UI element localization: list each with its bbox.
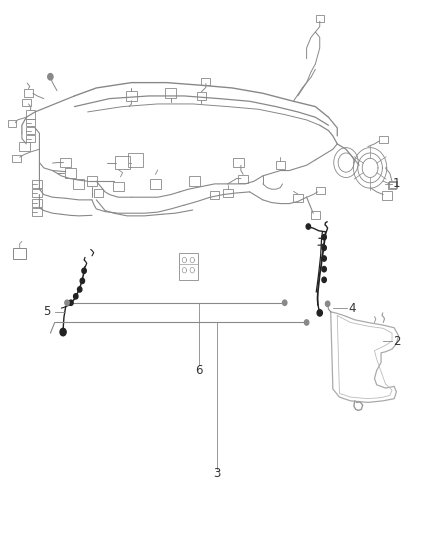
Bar (115, 156, 131, 169)
Circle shape (69, 300, 73, 305)
Circle shape (65, 300, 69, 305)
Bar (166, 88, 176, 98)
Bar (13, 248, 26, 259)
Bar (26, 110, 35, 119)
Bar (128, 154, 143, 166)
Circle shape (306, 224, 311, 229)
Bar (24, 88, 33, 97)
Circle shape (317, 310, 322, 316)
Bar (113, 182, 124, 191)
Circle shape (322, 245, 326, 251)
Text: 5: 5 (43, 305, 50, 318)
Bar (233, 158, 244, 167)
Text: 6: 6 (195, 364, 203, 377)
Circle shape (283, 300, 287, 305)
Bar (12, 155, 21, 162)
Bar (210, 191, 219, 199)
Bar (179, 253, 198, 280)
Bar (382, 191, 392, 200)
Bar (64, 168, 75, 178)
Bar (316, 187, 325, 194)
Circle shape (74, 294, 78, 299)
Circle shape (322, 256, 326, 261)
Bar (8, 120, 16, 127)
Circle shape (82, 268, 86, 273)
Bar (197, 92, 206, 100)
Circle shape (322, 266, 326, 272)
Circle shape (322, 277, 326, 282)
Bar (86, 176, 97, 186)
Circle shape (304, 320, 309, 325)
Bar (189, 176, 201, 186)
Bar (389, 181, 397, 188)
Bar (32, 189, 42, 197)
Circle shape (325, 301, 330, 306)
Bar (388, 182, 396, 189)
Bar (26, 127, 35, 134)
Text: 2: 2 (393, 335, 400, 348)
Circle shape (78, 287, 82, 292)
Bar (94, 189, 103, 197)
Bar (150, 179, 161, 189)
Bar (379, 136, 388, 143)
Bar (201, 78, 210, 85)
Bar (60, 158, 71, 167)
Circle shape (322, 235, 326, 240)
Bar (32, 198, 42, 206)
Bar (293, 194, 303, 202)
Bar (32, 180, 42, 188)
Bar (18, 142, 30, 151)
Text: 3: 3 (213, 467, 220, 480)
Bar (126, 91, 137, 101)
Bar (311, 211, 320, 220)
Text: 1: 1 (393, 177, 400, 190)
Bar (316, 15, 324, 22)
Bar (22, 99, 31, 106)
Bar (223, 189, 233, 197)
Circle shape (80, 278, 85, 284)
Bar (238, 174, 248, 182)
Bar (276, 161, 285, 169)
Bar (26, 119, 35, 126)
Bar (73, 179, 84, 189)
Bar (26, 135, 35, 142)
Bar (32, 207, 42, 215)
Text: 4: 4 (348, 302, 356, 314)
Circle shape (48, 74, 53, 80)
Circle shape (60, 328, 66, 336)
